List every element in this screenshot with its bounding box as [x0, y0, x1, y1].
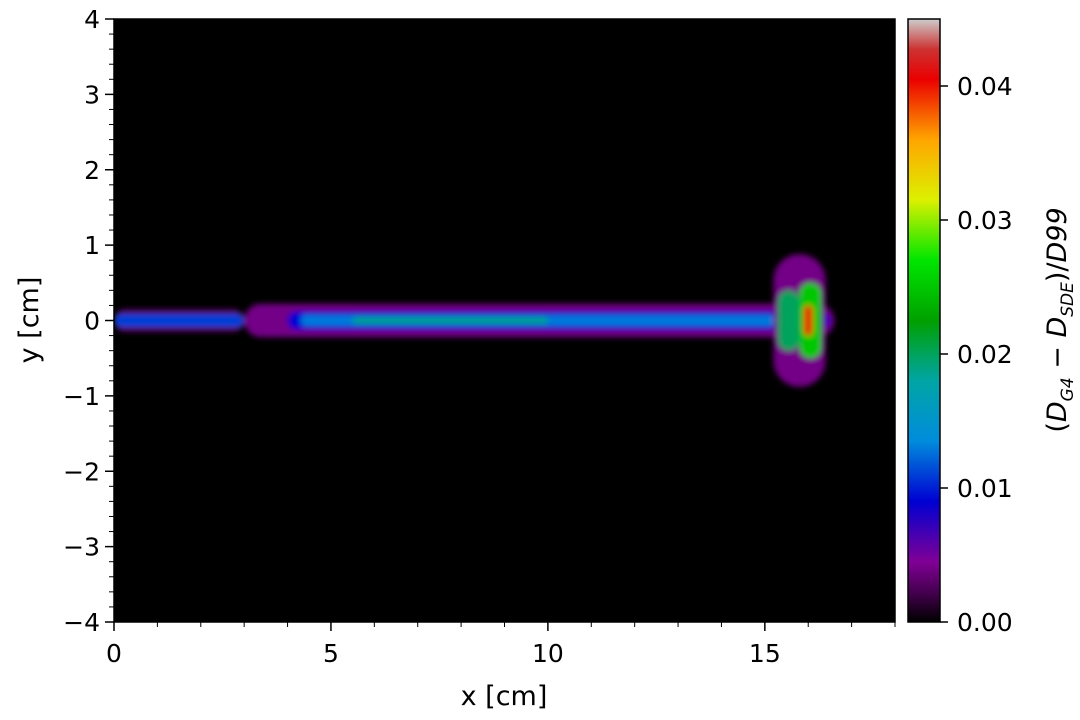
y-tick-label: −1 [63, 382, 100, 411]
x-tick-label: 5 [323, 639, 339, 668]
colorbar-tick-label: 0.04 [957, 72, 1013, 101]
x-axis: 0 5 10 15 [106, 622, 896, 668]
y-tick-label: 2 [84, 156, 100, 185]
field-region-9 [803, 305, 813, 336]
y-tick-label: 3 [84, 80, 100, 109]
colorbar-tick-label: 0.03 [957, 206, 1013, 235]
colorbar-tick-label: 0.00 [957, 608, 1013, 637]
dose-difference-field [114, 254, 835, 387]
y-axis-label: y [cm] [14, 277, 45, 364]
y-tick-label: −3 [63, 533, 100, 562]
y-tick-label: 0 [84, 307, 100, 336]
field-region-1 [114, 313, 245, 328]
x-axis-label: x [cm] [461, 681, 548, 712]
x-tick-label: 10 [532, 639, 564, 668]
colorbar [907, 18, 941, 623]
y-axis: 4 3 2 1 0 −1 −2 −3 −4 [63, 5, 114, 637]
y-tick-label: 1 [84, 231, 100, 260]
y-tick-label: −4 [63, 608, 100, 637]
colorbar-label: (DG4 − DSDE)/D99 [1042, 207, 1078, 432]
x-tick-label: 0 [106, 639, 122, 668]
x-tick-label: 15 [749, 639, 781, 668]
field-region-7 [777, 290, 800, 351]
y-tick-label: 4 [84, 5, 100, 34]
y-tick-label: −2 [63, 457, 100, 486]
colorbar-axis: 0.00 0.01 0.02 0.03 0.04 [940, 72, 1013, 637]
field-region-5 [352, 317, 548, 324]
colorbar-tick-label: 0.02 [957, 340, 1013, 369]
colorbar-tick-label: 0.01 [957, 474, 1013, 503]
